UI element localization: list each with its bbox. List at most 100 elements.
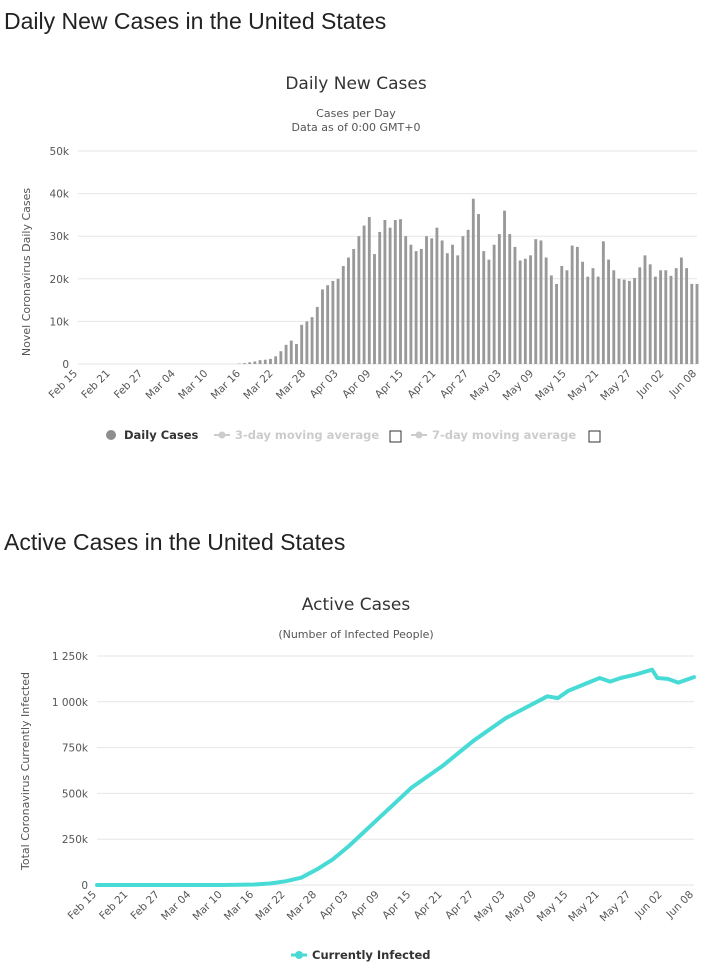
daily-cases-bar (523, 258, 527, 364)
x-tick-label: Apr 15 (373, 368, 406, 401)
daily-cases-bar (373, 254, 376, 364)
daily-cases-bar (367, 217, 371, 364)
daily-cases-bar (425, 236, 428, 364)
daily-cases-bar (643, 255, 647, 364)
daily-cases-bar (258, 360, 262, 364)
checkbox-3-day-average[interactable] (389, 430, 402, 443)
y-tick-labels: 0 250k 500k 750k 1 000k 1 250k (52, 651, 89, 892)
legend-item-7-day-average[interactable]: 7-day moving average (411, 428, 576, 442)
x-tick-label: Mar 28 (285, 889, 319, 923)
x-tick-label: May 09 (501, 368, 537, 404)
y-tick-label: 20k (50, 274, 70, 286)
x-tick-label: Feb 21 (79, 368, 112, 401)
y-tick-label: 30k (50, 231, 70, 243)
daily-cases-bar (492, 244, 496, 364)
daily-cases-bar (310, 317, 314, 364)
daily-new-cases-chart: Daily New Cases Cases per Day Data as of… (20, 74, 699, 443)
y-tick-labels: 0 10k 20k 30k 40k 50k (50, 146, 70, 371)
daily-cases-bar (534, 239, 538, 364)
daily-cases-bar (581, 261, 584, 364)
x-tick-label: Mar 16 (222, 888, 257, 923)
x-tick-label: Jun 02 (634, 368, 667, 401)
daily-cases-bar (341, 266, 345, 364)
y-tick-label: 750k (62, 743, 89, 755)
daily-cases-bar (596, 276, 600, 364)
daily-cases-bar (445, 253, 449, 364)
x-tick-label: Jun 02 (632, 889, 665, 922)
daily-cases-bar (352, 248, 356, 364)
legend-item-daily-cases[interactable]: Daily Cases (106, 428, 199, 442)
daily-cases-bar (248, 362, 252, 364)
daily-cases-bar (586, 276, 590, 364)
daily-cases-bar (633, 277, 637, 364)
daily-cases-bar (638, 267, 642, 364)
daily-cases-bar (378, 231, 382, 364)
daily-cases-bar (669, 275, 673, 364)
x-tick-label: Feb 15 (47, 368, 80, 401)
grid-lines (97, 655, 694, 886)
legend-label-3-day-average: 3-day moving average (235, 428, 379, 442)
x-tick-label: Apr 09 (340, 368, 373, 401)
daily-cases-bar (419, 248, 423, 364)
daily-cases-heading: Daily New Cases in the United States (4, 8, 387, 34)
daily-cases-bar (529, 255, 532, 364)
legend-marker-7-day (415, 431, 423, 439)
bar-series (237, 198, 699, 364)
daily-cases-bar (503, 210, 506, 364)
daily-cases-bar (315, 306, 319, 364)
daily-cases-bar (440, 240, 444, 364)
daily-cases-bar (451, 244, 454, 364)
daily-cases-bar (289, 340, 293, 364)
chart-title: Active Cases (302, 595, 411, 615)
daily-cases-bar (435, 227, 439, 364)
x-tick-label: Mar 16 (209, 367, 244, 402)
x-tick-label: Apr 15 (380, 889, 413, 922)
x-tick-label: Feb 27 (129, 889, 162, 922)
daily-cases-bar (414, 251, 418, 364)
x-tick-label: Mar 28 (274, 368, 308, 402)
daily-cases-bar (295, 343, 298, 364)
x-tick-label: Mar 22 (241, 368, 275, 402)
daily-cases-bar (513, 246, 517, 364)
daily-cases-bar (482, 251, 486, 364)
x-tick-label: Feb 21 (97, 889, 130, 922)
x-tick-label: Jun 08 (664, 889, 697, 922)
y-tick-label: 500k (62, 788, 89, 800)
legend-label-currently-infected: Currently Infected (312, 948, 431, 962)
checkbox-7-day-average[interactable] (588, 430, 601, 443)
daily-cases-bar (695, 283, 699, 364)
x-tick-label: May 03 (468, 368, 504, 404)
daily-cases-bar (607, 259, 611, 364)
daily-cases-bar (622, 279, 626, 364)
daily-cases-bar (284, 344, 288, 364)
daily-cases-bar (362, 225, 366, 364)
x-tick-label: Apr 21 (405, 368, 438, 401)
daily-cases-bar (300, 324, 304, 364)
daily-cases-bar (388, 227, 392, 364)
x-tick-label: Feb 15 (66, 889, 99, 922)
legend-label-daily-cases: Daily Cases (124, 428, 199, 442)
daily-cases-bar (601, 241, 605, 364)
daily-cases-bar (399, 219, 402, 364)
legend-item-3-day-average[interactable]: 3-day moving average (214, 428, 379, 442)
daily-cases-bar (591, 268, 595, 364)
x-tick-label: Apr 03 (308, 368, 341, 401)
daily-cases-bar (659, 270, 663, 364)
x-tick-label: Mar 04 (159, 888, 194, 923)
daily-cases-bar (456, 255, 460, 364)
daily-cases-bar (461, 236, 465, 364)
x-tick-label: Mar 10 (176, 368, 210, 402)
active-cases-heading: Active Cases in the United States (4, 529, 346, 555)
y-tick-label: 50k (50, 146, 70, 158)
chart-subtitle-line-1: Cases per Day (316, 107, 396, 120)
daily-cases-bar (466, 229, 470, 364)
daily-cases-bar (565, 270, 569, 364)
daily-cases-bar (679, 257, 683, 364)
active-cases-chart: Active Cases (Number of Infected People)… (19, 595, 697, 962)
y-axis-label: Total Coronavirus Currently Infected (19, 672, 32, 871)
daily-cases-bar (664, 270, 668, 364)
x-tick-label: Apr 03 (317, 889, 350, 922)
legend-item-currently-infected[interactable]: Currently Infected (291, 948, 431, 962)
daily-cases-bar (336, 278, 340, 364)
